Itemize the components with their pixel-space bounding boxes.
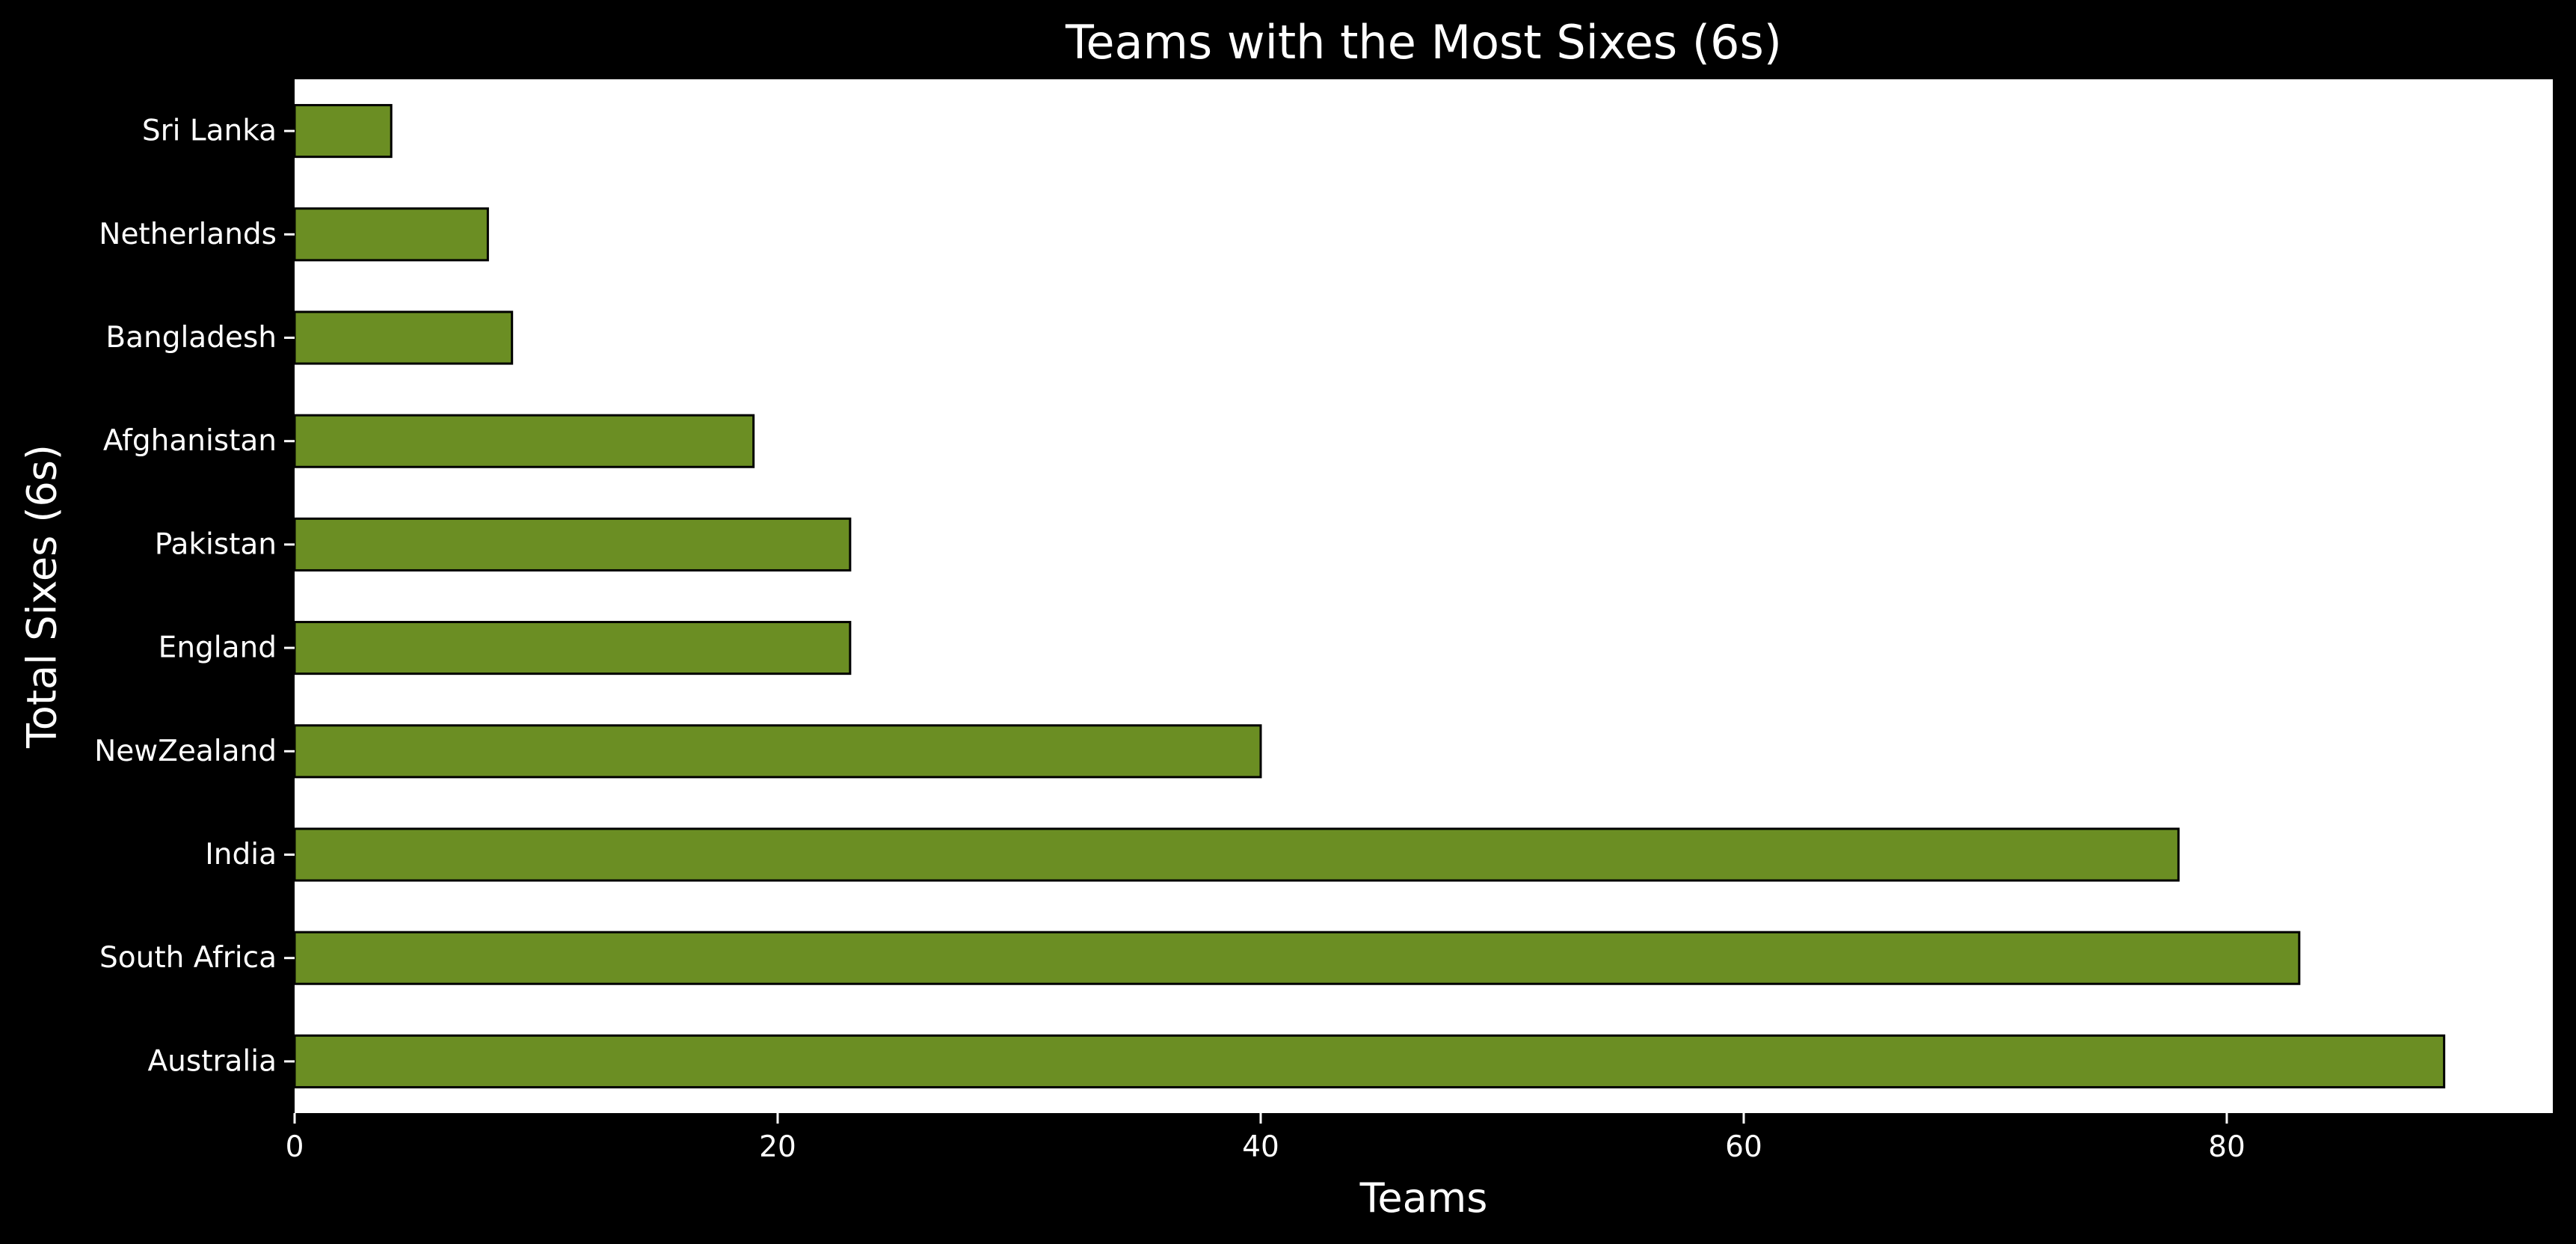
bar-sri-lanka [293,104,393,159]
bar-newzealand [293,724,1262,779]
y-tick-label-australia: Australia [147,1044,277,1078]
bar-australia [293,1034,2446,1088]
x-axis-label: Teams [1359,1174,1488,1222]
y-tick-label-newzealand: NewZealand [94,735,277,768]
bars-group [293,104,2446,1088]
y-tick-label-sri-lanka: Sri Lanka [142,114,277,148]
chart-title: Teams with the Most Sixes (6s) [1065,15,1782,70]
y-tick-label-bangladesh: Bangladesh [105,321,277,355]
bar-england [293,621,852,675]
x-tick-label-40: 40 [1242,1130,1279,1164]
y-tick-label-netherlands: Netherlands [99,218,277,251]
y-tick-label-afghanistan: Afghanistan [103,424,277,458]
y-tick-label-india: India [205,838,277,871]
x-tick-label-80: 80 [2208,1130,2245,1164]
x-tick-label-60: 60 [1725,1130,1762,1164]
y-ticks-group: Sri Lanka Netherlands Bangladesh Afghanista… [94,114,295,1078]
y-axis-label: Total Sixes (6s) [19,444,66,749]
bar-india [293,827,2180,882]
bar-afghanistan [293,414,755,468]
y-tick-label-south-africa: South Africa [99,941,277,975]
y-tick-label-pakistan: Pakistan [155,527,277,561]
bar-netherlands [293,207,489,262]
y-tick-label-england: England [159,631,277,665]
bar-bangladesh [293,310,514,365]
x-tick-label-0: 0 [286,1130,304,1164]
bar-south-africa [293,931,2301,985]
x-ticks-group: 0 20 40 60 80 [286,1113,2245,1164]
bar-pakistan [293,517,852,572]
x-tick-label-20: 20 [759,1130,796,1164]
